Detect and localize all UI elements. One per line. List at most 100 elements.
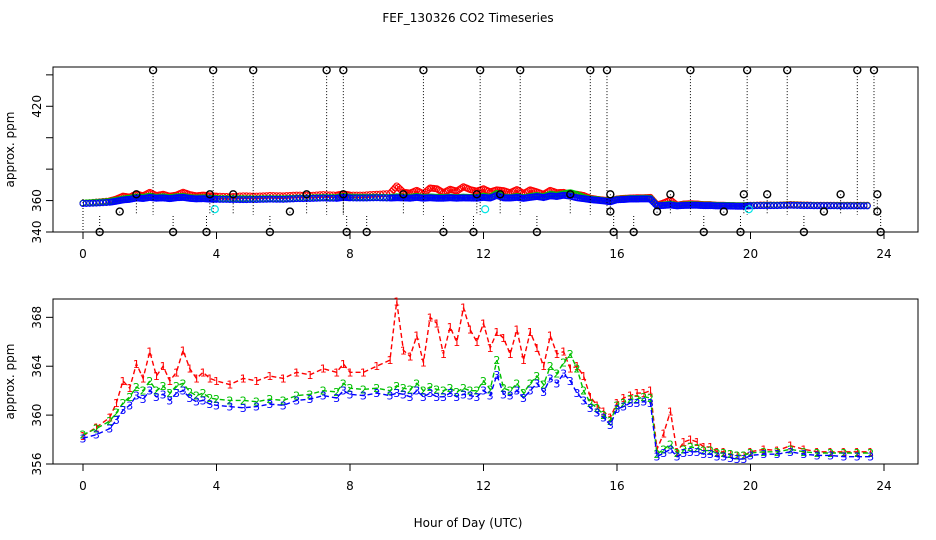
series-2-marker: 2: [200, 387, 207, 400]
series-2-marker: 2: [620, 397, 627, 410]
series-2-marker: 2: [206, 392, 213, 405]
series-1-marker: 1: [186, 363, 193, 376]
blue-point: [763, 202, 771, 210]
series-2-marker: 2: [533, 370, 540, 383]
black-point: [699, 227, 708, 237]
series-3-marker: 3: [120, 404, 127, 417]
series-2-marker: 2: [740, 449, 747, 462]
series-1-marker: 1: [580, 370, 587, 383]
series-2-marker: 2: [467, 385, 474, 398]
blue-point: [326, 194, 334, 202]
series-3-marker: 3: [667, 443, 674, 456]
series-2-marker: 2: [800, 446, 807, 459]
series-1-marker: 1: [213, 375, 220, 388]
blue-point: [229, 196, 237, 204]
black-point: [419, 65, 428, 75]
series-1-marker: 1: [800, 443, 807, 456]
series-2-marker: 2: [814, 447, 821, 460]
series-2-marker: 2: [580, 385, 587, 398]
series-3-marker: 3: [674, 451, 681, 464]
series-1-marker: 1: [687, 434, 694, 447]
series-1-marker: 1: [587, 391, 594, 404]
series-3-marker: 3: [827, 449, 834, 462]
series-2-marker: 2: [186, 386, 193, 399]
series-3-marker: 3: [734, 453, 741, 466]
series-1-marker: 1: [433, 317, 440, 330]
y-tick-label: 360: [30, 404, 44, 427]
series-3-marker: 3: [727, 452, 734, 465]
series-1-marker: 1: [193, 372, 200, 385]
series-3-marker: 3: [473, 391, 480, 404]
series-1-marker: 1: [407, 350, 414, 363]
series-1-marker: 1: [447, 321, 454, 334]
series-2-marker: 2: [387, 385, 394, 398]
series-2-marker: 2: [487, 383, 494, 396]
series-2-marker: 2: [413, 377, 420, 390]
series-1-marker: 1: [266, 370, 273, 383]
series-2-marker: 2: [540, 379, 547, 392]
black-point: [168, 227, 178, 237]
series-3-marker: 3: [747, 449, 754, 462]
series-2-marker: 2: [827, 447, 834, 460]
blue-point: [863, 202, 871, 210]
x-tick-label: 24: [876, 247, 891, 261]
series-3-marker: 3: [620, 401, 627, 414]
blue-point: [303, 195, 311, 203]
black-point: [132, 190, 141, 199]
y-tick-label: 356: [30, 453, 44, 476]
series-3-marker: 3: [306, 393, 313, 406]
blue-point: [296, 195, 304, 203]
black-point: [666, 190, 675, 199]
series-1-marker: 1: [553, 348, 560, 361]
blue-point: [803, 202, 811, 210]
series-1-marker: 1: [467, 324, 474, 337]
blue-point: [269, 195, 277, 203]
series-2-marker: 2: [627, 393, 634, 406]
black-point: [472, 190, 482, 199]
series-2-marker: 2: [867, 447, 874, 460]
series-1-marker: 1: [340, 358, 347, 371]
series-1-marker: 1: [120, 375, 127, 388]
series-3-marker: 3: [660, 447, 667, 460]
series-1-marker: 1: [306, 369, 313, 382]
black-point: [876, 227, 885, 237]
series-2-marker: 2: [593, 402, 600, 415]
blue-point: [99, 199, 107, 207]
blue-point: [793, 201, 801, 209]
series-1-marker: 1: [320, 363, 327, 376]
series-2-marker: 2: [293, 390, 300, 403]
black-point: [652, 207, 662, 216]
series-3-marker: 3: [420, 391, 427, 404]
series-3-marker: 3: [173, 387, 180, 400]
series-3-marker: 3: [760, 448, 767, 461]
x-tick-label: 0: [79, 479, 87, 493]
black-point: [742, 65, 752, 75]
blue-point: [276, 195, 284, 203]
blue-point: [843, 202, 851, 210]
series-3-marker: 3: [113, 414, 120, 427]
series-1-marker: 1: [487, 342, 494, 355]
black-point: [339, 65, 348, 75]
blue-point: [860, 202, 868, 210]
blue-point: [373, 194, 381, 202]
series-1-marker: 1: [507, 348, 514, 361]
series-3-marker: 3: [647, 397, 654, 410]
series-3-marker: 3: [654, 451, 661, 464]
series-3-marker: 3: [393, 387, 400, 400]
series-3-marker: 3: [480, 385, 487, 398]
x-tick-label: 20: [743, 247, 758, 261]
series-2-marker: 2: [106, 415, 113, 428]
series-3-marker: 3: [707, 448, 714, 461]
blue-point: [767, 202, 775, 210]
series-2-marker: 2: [93, 423, 100, 436]
series-3-marker: 3: [213, 399, 220, 412]
series-1-marker: 1: [854, 446, 861, 459]
series-2-marker: 2: [700, 445, 707, 458]
series-1-marker: 1: [634, 387, 641, 400]
series-3-marker: 3: [687, 446, 694, 459]
blue-point: [316, 194, 324, 202]
x-tick-label: 4: [213, 479, 221, 493]
series-2-marker: 2: [360, 383, 367, 396]
series-2-marker: 2: [146, 375, 153, 388]
series-1-marker: 1: [814, 446, 821, 459]
